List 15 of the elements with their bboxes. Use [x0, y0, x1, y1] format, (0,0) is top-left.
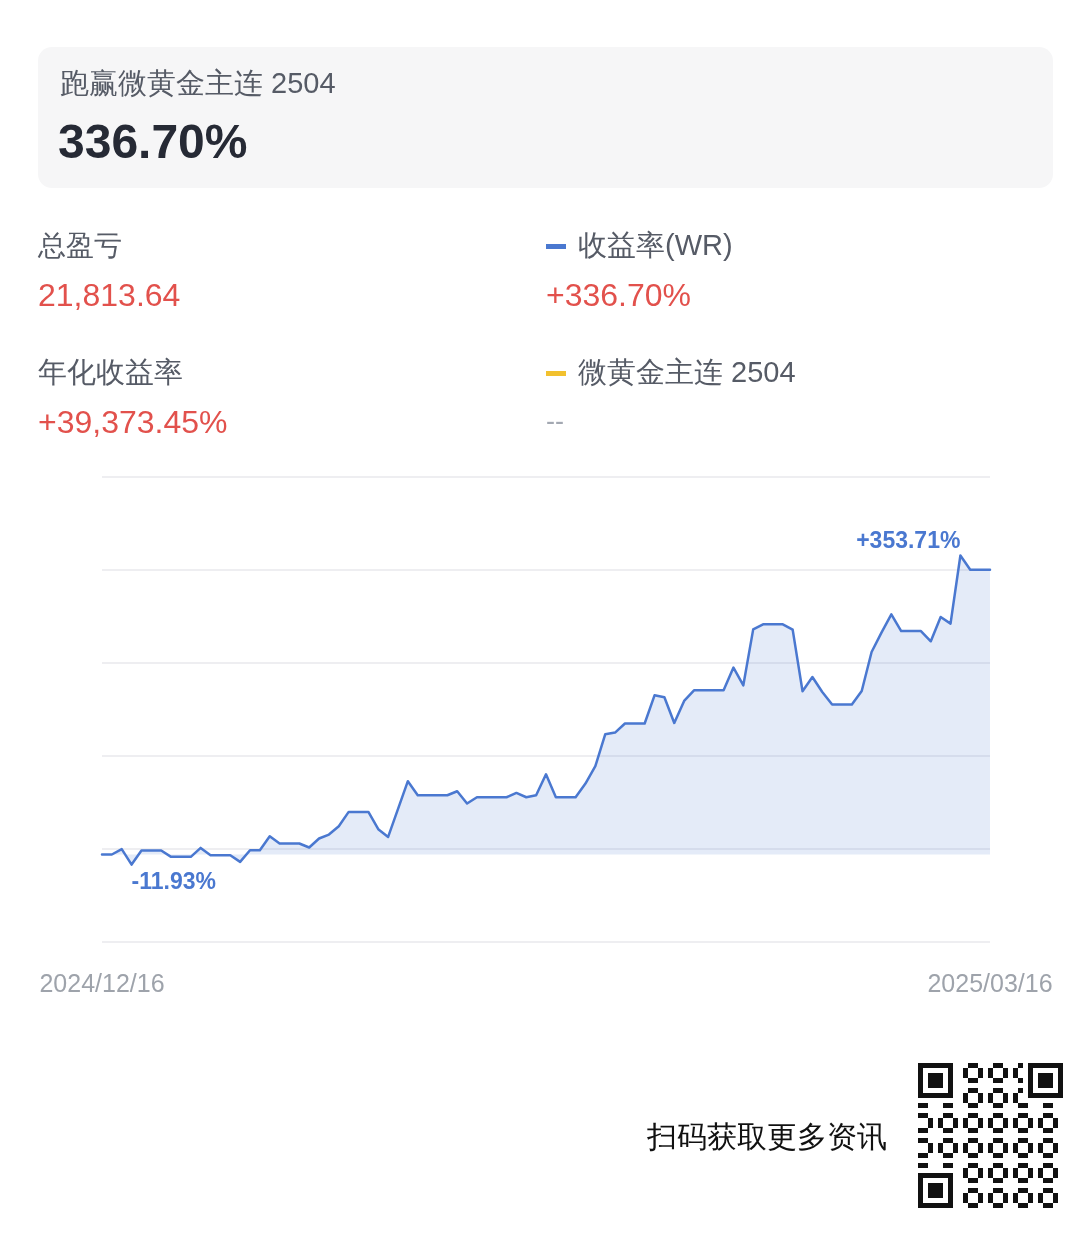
text: 年化收益率: [38, 356, 183, 390]
data-label: +353.71%: [856, 526, 961, 553]
x-tick-label: 2025/03/16: [927, 968, 1053, 997]
chart-title: 跑赢微黄金主连 2504: [60, 67, 336, 101]
chart-subtitle: 336.70%: [58, 114, 248, 170]
text: +336.70%: [546, 277, 692, 314]
text: 总盈亏: [38, 230, 122, 263]
legend-label: 微黄金主连 2504: [578, 356, 796, 390]
text: --: [546, 406, 564, 438]
text: 21,813.64: [38, 277, 181, 314]
text: 扫码获取更多资讯: [647, 1120, 887, 1155]
x-tick-label: 2024/12/16: [39, 968, 165, 997]
text: +39,373.45%: [38, 404, 228, 441]
legend-label: 收益率(WR): [578, 229, 733, 263]
data-label: -11.93%: [131, 868, 217, 895]
